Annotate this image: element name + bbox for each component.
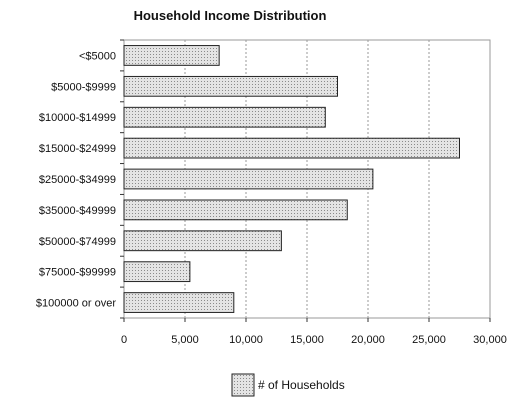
x-tick-label: 20,000: [351, 334, 385, 346]
legend: # of Households: [231, 373, 345, 397]
y-tick-label: $75000-$99999: [39, 267, 116, 279]
x-axis-labels: 0 5,000 10,000 15,000 20,000 25,000 30,000: [121, 334, 507, 346]
y-tick-label: <$5000: [79, 50, 116, 62]
bar: [123, 168, 374, 190]
legend-swatch: [231, 373, 255, 397]
x-tick-label: 30,000: [473, 334, 507, 346]
x-tick-label: 10,000: [229, 334, 263, 346]
bar: [123, 106, 326, 128]
y-tick-label: $50000-$74999: [39, 236, 116, 248]
chart-title: Household Income Distribution: [134, 8, 327, 23]
y-tick-label: $15000-$24999: [39, 143, 116, 155]
y-tick-label: $10000-$14999: [39, 112, 116, 124]
y-axis-labels: <$5000 $5000-$9999 $10000-$14999 $15000-$24…: [36, 50, 116, 309]
x-tick-label: 15,000: [290, 334, 324, 346]
legend-label: # of Households: [258, 378, 345, 392]
bar: [123, 75, 338, 97]
x-tick-label: 0: [121, 334, 127, 346]
bar: [123, 292, 235, 313]
y-tick-label: $5000-$9999: [51, 81, 116, 93]
bars: [123, 45, 460, 313]
x-tick-label: 5,000: [171, 334, 199, 346]
y-tick-label: $35000-$49999: [39, 205, 116, 217]
x-tick-label: 25,000: [412, 334, 446, 346]
bar: [123, 137, 460, 159]
bar: [123, 199, 348, 221]
y-tick-label: $100000 or over: [36, 298, 116, 310]
bar: [123, 230, 282, 252]
y-tick-label: $25000-$34999: [39, 174, 116, 186]
bar: [123, 45, 220, 66]
bar: [123, 261, 191, 283]
